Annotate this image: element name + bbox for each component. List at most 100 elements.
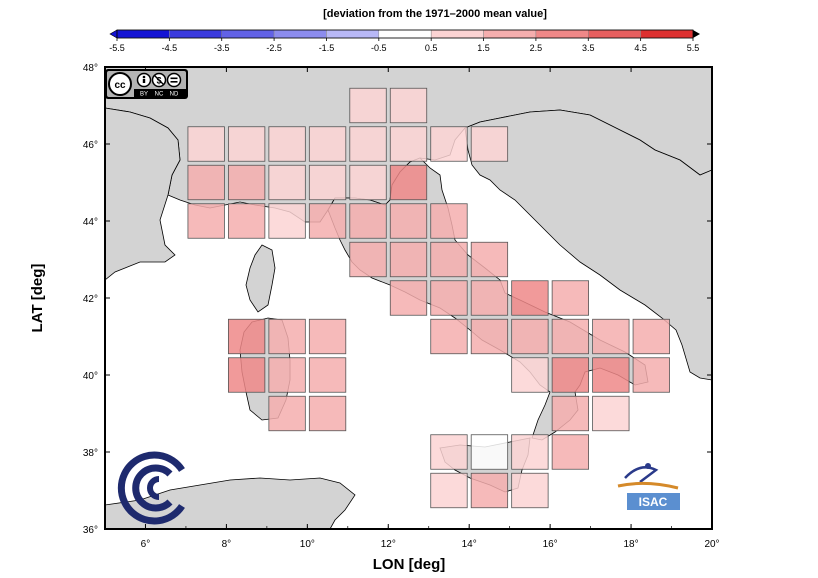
y-axis-label: LAT [deg] bbox=[29, 264, 46, 333]
license-label-by: BY bbox=[140, 92, 148, 98]
x-tick-label: 18° bbox=[624, 539, 639, 550]
anomaly-cell bbox=[470, 241, 509, 278]
colorbar-segment bbox=[588, 29, 641, 39]
colorbar-tick-label: 3.5 bbox=[582, 43, 595, 53]
anomaly-cell bbox=[470, 472, 509, 509]
anomaly-cell bbox=[389, 241, 428, 278]
anomaly-cell bbox=[227, 164, 266, 201]
anomaly-cell bbox=[227, 203, 266, 239]
anomaly-cell bbox=[430, 241, 468, 278]
colorbar-tick-label: -3.5 bbox=[214, 43, 230, 53]
x-tick-label: 20° bbox=[704, 539, 719, 550]
anomaly-cell bbox=[551, 434, 590, 470]
x-tick-label: 12° bbox=[381, 539, 396, 550]
anomaly-cell bbox=[308, 126, 347, 162]
colorbar-segment bbox=[640, 29, 694, 39]
map-area bbox=[105, 67, 712, 529]
y-tick-label: 46° bbox=[83, 140, 98, 151]
anomaly-cell bbox=[592, 395, 630, 432]
anomaly-cell bbox=[632, 357, 670, 393]
anomaly-cell bbox=[268, 395, 306, 432]
anomaly-cell bbox=[308, 357, 347, 393]
colorbar-tick-label: -5.5 bbox=[109, 43, 125, 53]
anomaly-cell bbox=[349, 126, 387, 162]
y-tick-label: 42° bbox=[83, 294, 98, 305]
anomaly-cell bbox=[470, 280, 509, 316]
anomaly-cell bbox=[592, 318, 630, 355]
land-iberia bbox=[105, 107, 181, 281]
anomaly-grid bbox=[187, 87, 670, 509]
anomaly-cell bbox=[389, 87, 428, 124]
colorbar-segment bbox=[378, 29, 432, 39]
anomaly-cell bbox=[308, 395, 347, 432]
land-corsica bbox=[245, 244, 276, 313]
isac-label: ISAC bbox=[639, 495, 668, 509]
anomaly-cell bbox=[551, 395, 590, 432]
axis-ticks: 6° 8° 10° 12° 14° 16° 18° 20° 36° 38° 40° 42° 44° 46°… bbox=[83, 63, 720, 550]
x-axis-label: LON [deg] bbox=[373, 556, 446, 573]
y-tick-label: 36° bbox=[83, 525, 98, 536]
anomaly-cell bbox=[430, 434, 468, 470]
y-tick-label: 48° bbox=[83, 63, 98, 74]
colorbar-arrow-high bbox=[693, 30, 700, 38]
anomaly-cell bbox=[349, 203, 387, 239]
y-tick-label: 44° bbox=[83, 217, 98, 228]
colorbar-segment bbox=[535, 29, 589, 39]
license-label-nd: ND bbox=[170, 92, 179, 98]
anomaly-cell bbox=[349, 241, 387, 278]
nd-icon bbox=[166, 72, 182, 88]
anomaly-cell bbox=[268, 164, 306, 201]
colorbar-segment bbox=[221, 29, 275, 39]
license-label-nc: NC bbox=[155, 92, 164, 98]
anomaly-cell bbox=[389, 164, 428, 201]
x-tick-label: 10° bbox=[300, 539, 315, 550]
anomaly-cell bbox=[511, 472, 549, 509]
isac-logo: ISAC bbox=[615, 458, 680, 512]
cc-icon: cc bbox=[114, 80, 126, 91]
colorbar-segment bbox=[169, 29, 222, 39]
colorbar-title: [deviation from the 1971–2000 mean value… bbox=[323, 8, 547, 20]
anomaly-cell bbox=[308, 203, 347, 239]
anomaly-cell bbox=[430, 472, 468, 509]
x-tick-label: 16° bbox=[543, 539, 558, 550]
anomaly-cell bbox=[511, 434, 549, 470]
y-tick-label: 38° bbox=[83, 448, 98, 459]
anomaly-cell bbox=[470, 126, 509, 162]
anomaly-cell bbox=[551, 280, 590, 316]
anomaly-cell bbox=[592, 357, 630, 393]
anomaly-cell bbox=[551, 318, 590, 355]
anomaly-cell bbox=[227, 357, 266, 393]
anomaly-cell bbox=[632, 318, 670, 355]
colorbar-segment bbox=[326, 29, 380, 39]
anomaly-cell bbox=[227, 318, 266, 355]
colorbar: -5.5 -4.5 -3.5 -2.5 -1.5 -0.5 0.5 1.5 2.5 3.5 4.5 5… bbox=[109, 29, 700, 53]
colorbar-arrow-low bbox=[109, 29, 118, 39]
colorbar-segment bbox=[273, 29, 327, 39]
colorbar-tick-label: -1.5 bbox=[319, 43, 335, 53]
colorbar-segment bbox=[430, 29, 484, 39]
anomaly-cell bbox=[511, 357, 549, 393]
anomaly-cell bbox=[511, 280, 549, 316]
colorbar-outline bbox=[116, 29, 694, 39]
colorbar-tick-label: -0.5 bbox=[371, 43, 387, 53]
colorbar-tick-label: 1.5 bbox=[477, 43, 490, 53]
anomaly-cell bbox=[308, 164, 347, 201]
y-tick-label: 40° bbox=[83, 371, 98, 382]
colorbar-segment bbox=[116, 29, 170, 39]
anomaly-cell bbox=[430, 280, 468, 316]
anomaly-cell bbox=[430, 318, 468, 355]
colorbar-tick-label: 2.5 bbox=[530, 43, 543, 53]
anomaly-cell bbox=[430, 126, 468, 162]
colorbar-tick-label: 5.5 bbox=[687, 43, 700, 53]
x-tick-label: 14° bbox=[462, 539, 477, 550]
anomaly-cell bbox=[268, 126, 306, 162]
colorbar-segment bbox=[483, 29, 537, 39]
anomaly-cell bbox=[187, 164, 225, 201]
anomaly-cell bbox=[268, 318, 306, 355]
anomaly-cell bbox=[389, 280, 428, 316]
colorbar-tick-label: -4.5 bbox=[162, 43, 178, 53]
anomaly-cell bbox=[389, 126, 428, 162]
anomaly-cell bbox=[511, 318, 549, 355]
anomaly-cell bbox=[187, 126, 225, 162]
